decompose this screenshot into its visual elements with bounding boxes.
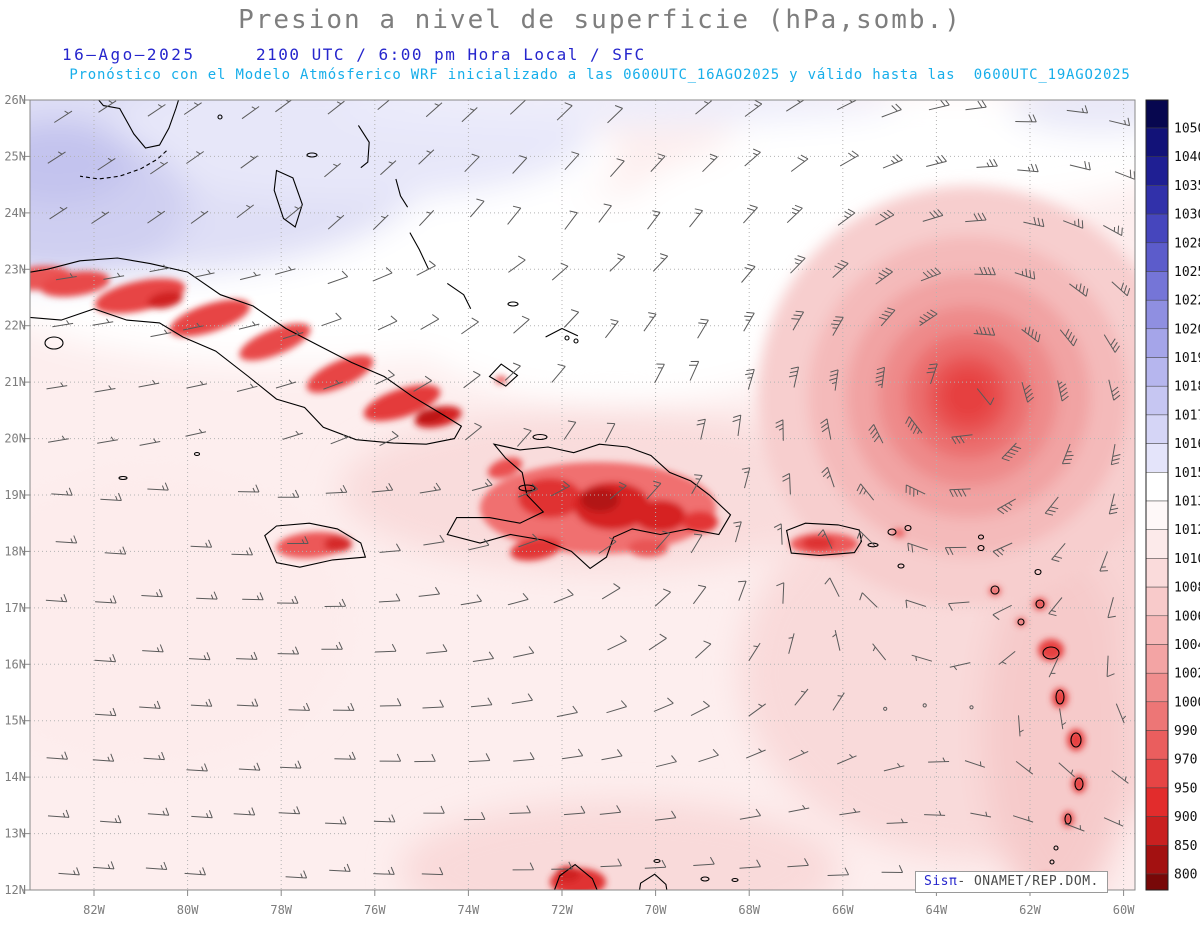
colorbar-segment <box>1145 472 1169 502</box>
lon-label: 60W <box>1113 903 1135 917</box>
colorbar-label: 970 <box>1174 753 1197 768</box>
forecast-line: Pronóstico con el Modelo Atmósferico WRF… <box>69 67 1131 83</box>
lon-label: 76W <box>364 903 386 917</box>
colorbar-label: 1002 <box>1174 667 1200 682</box>
lat-label: 23N <box>4 262 26 276</box>
colorbar-segment <box>1145 242 1169 272</box>
colorbar-segment <box>1145 443 1169 473</box>
pressure-shading <box>30 100 1135 890</box>
lon-label: 78W <box>270 903 292 917</box>
valid-date: 16—Ago—2025 <box>62 45 196 64</box>
page-title: Presion a nivel de superficie (hPa,somb.… <box>238 5 962 35</box>
colorbar-segment <box>1145 845 1169 875</box>
colorbar-segment <box>1145 558 1169 588</box>
colorbar-label: 1000 <box>1174 695 1200 710</box>
lon-label: 70W <box>645 903 667 917</box>
lat-label: 13N <box>4 827 26 841</box>
colorbar-segment <box>1145 127 1169 157</box>
colorbar-segment <box>1145 873 1169 891</box>
coastlines <box>30 100 1084 890</box>
colorbar-segment <box>1145 701 1169 731</box>
colorbar-segment <box>1145 787 1169 817</box>
colorbar-segment <box>1145 271 1169 301</box>
colorbar-segment <box>1145 414 1169 444</box>
lon-label: 74W <box>458 903 480 917</box>
lon-axis: 82W 80W 78W 76W 74W 72W 70W 68W 66W 64W 62W 60W <box>83 890 1135 917</box>
lat-label: 17N <box>4 601 26 615</box>
colorbar-label: 1017 <box>1174 408 1200 423</box>
colorbar-label: 1015 <box>1174 466 1200 481</box>
colorbar-segment <box>1145 328 1169 358</box>
colorbar-segment <box>1145 299 1169 330</box>
branding-box: Sisπ- ONAMET/REP.DOM. <box>915 871 1108 893</box>
colorbar-segment <box>1145 730 1169 760</box>
lat-label: 15N <box>4 714 26 728</box>
colorbar-label: 1035 <box>1174 179 1200 194</box>
colorbar-label: 1020 <box>1174 322 1200 337</box>
lat-axis: 26N 25N 24N 23N 22N 21N 20N 19N 18N 17N 16N 15N 14N 1… <box>4 93 30 897</box>
colorbar-label: 1019 <box>1174 351 1200 366</box>
lat-label: 20N <box>4 432 26 446</box>
lat-label: 26N <box>4 93 26 107</box>
colorbar-label: 1010 <box>1174 552 1200 567</box>
app-name: Sisπ <box>924 874 958 889</box>
colorbar-label: 900 <box>1174 810 1197 825</box>
valid-time: 2100 UTC / 6:00 pm Hora Local / SFC <box>256 45 646 64</box>
colorbar-label: 950 <box>1174 781 1197 796</box>
colorbar-segment <box>1145 99 1169 129</box>
colorbar-label: 1028 <box>1174 236 1200 251</box>
colorbar-label: 1050 <box>1174 122 1200 137</box>
lat-label: 14N <box>4 770 26 784</box>
colorbar-label: 1006 <box>1174 609 1200 624</box>
colorbar-label: 1004 <box>1174 638 1200 653</box>
lon-label: 68W <box>738 903 760 917</box>
colorbar-label: 1022 <box>1174 294 1200 309</box>
colorbar-segment <box>1145 500 1169 530</box>
lat-label: 25N <box>4 149 26 163</box>
colorbar-segment <box>1145 586 1169 617</box>
colorbar-segment <box>1145 185 1169 215</box>
org-name: - ONAMET/REP.DOM. <box>957 874 1099 889</box>
colorbar-label: 1040 <box>1174 150 1200 165</box>
wind-barbs <box>45 100 1135 879</box>
lon-label: 62W <box>1019 903 1041 917</box>
lat-label: 19N <box>4 488 26 502</box>
colorbar-label: 1013 <box>1174 495 1200 510</box>
colorbar-segment <box>1145 156 1169 186</box>
colorbar-segment <box>1145 529 1169 559</box>
colorbar-label: 850 <box>1174 839 1197 854</box>
colorbar-segment <box>1145 816 1169 846</box>
colorbar-segment <box>1145 644 1169 674</box>
lon-label: 80W <box>177 903 199 917</box>
colorbar-segment <box>1145 357 1169 387</box>
lat-label: 18N <box>4 544 26 558</box>
colorbar: 1050 1040 1035 1030 1028 1025 1022 1020 1019 1018… <box>1145 99 1200 891</box>
graticule <box>30 100 1135 890</box>
lon-label: 82W <box>83 903 105 917</box>
lon-label: 66W <box>832 903 854 917</box>
lon-label: 72W <box>551 903 573 917</box>
lat-label: 21N <box>4 375 26 389</box>
colorbar-label: 1030 <box>1174 208 1200 223</box>
colorbar-label: 1025 <box>1174 265 1200 280</box>
lat-label: 22N <box>4 319 26 333</box>
colorbar-label: 800 <box>1174 868 1197 883</box>
colorbar-label: 1008 <box>1174 581 1200 596</box>
colorbar-segment <box>1145 758 1169 789</box>
colorbar-segment <box>1145 213 1169 244</box>
lat-label: 16N <box>4 657 26 671</box>
lat-label: 24N <box>4 206 26 220</box>
colorbar-segment <box>1145 615 1169 645</box>
colorbar-label: 1016 <box>1174 437 1200 452</box>
colorbar-segment <box>1145 385 1169 416</box>
lat-label: 12N <box>4 883 26 897</box>
colorbar-label: 990 <box>1174 724 1197 739</box>
colorbar-label: 1012 <box>1174 523 1200 538</box>
colorbar-segment <box>1145 672 1169 703</box>
lon-label: 64W <box>926 903 948 917</box>
colorbar-label: 1018 <box>1174 380 1200 395</box>
